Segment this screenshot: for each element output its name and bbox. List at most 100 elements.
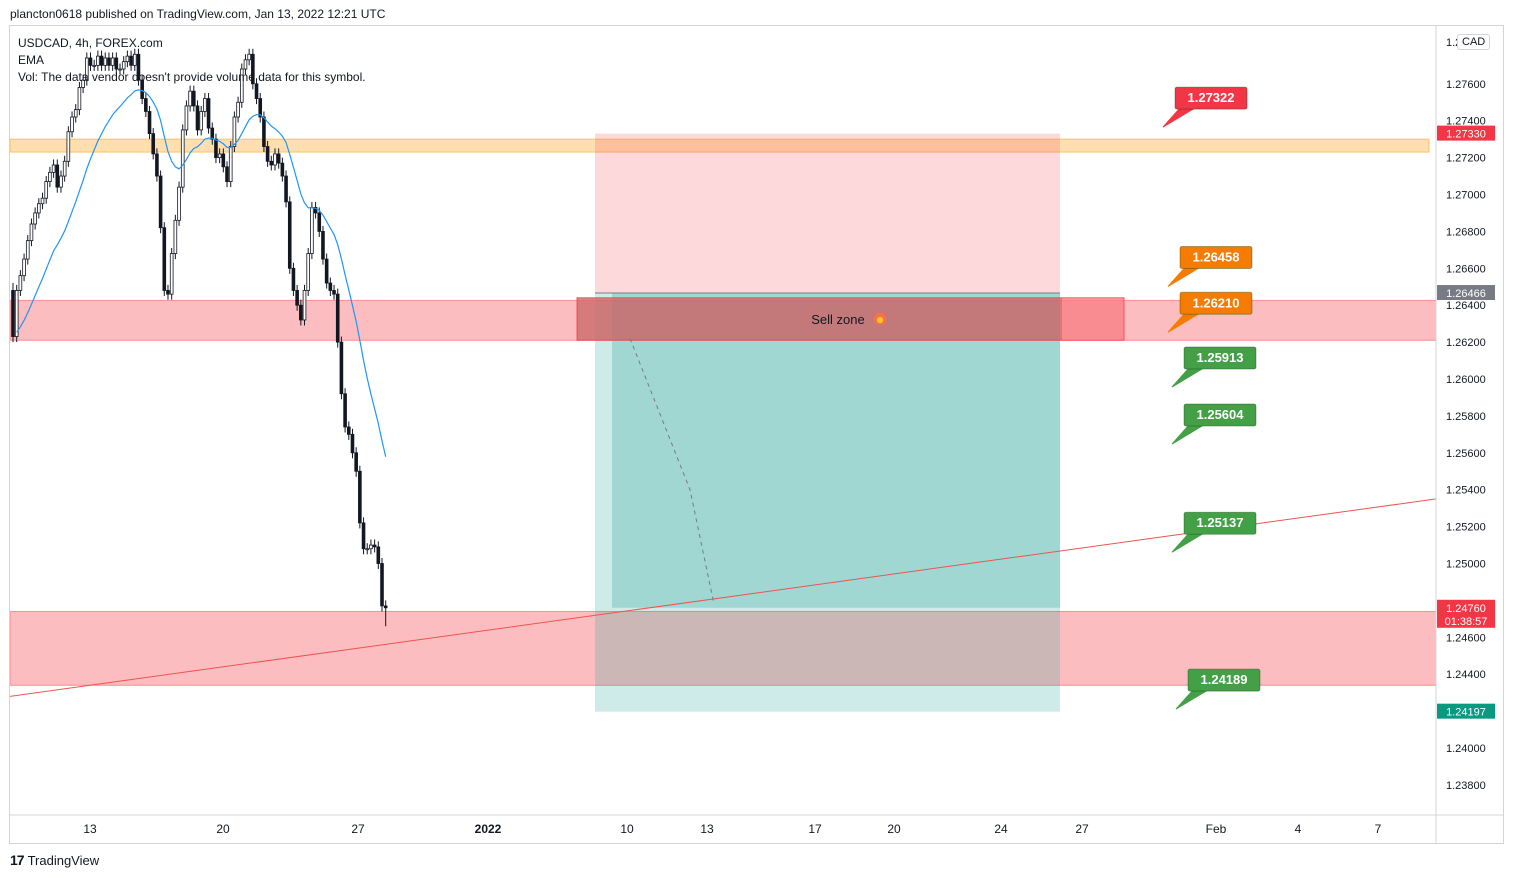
chart-frame[interactable]: [9, 25, 1504, 844]
candle-body: [328, 282, 333, 291]
candle: [251, 48, 255, 90]
candle-body: [59, 175, 63, 188]
candle-body: [280, 162, 285, 177]
callout-label: 1.27322: [1188, 90, 1235, 105]
candle: [199, 105, 203, 136]
candle-body: [51, 164, 56, 173]
candle-body: [236, 101, 240, 118]
candle-body: [33, 212, 37, 225]
price-tag-label: 1.26466: [1446, 288, 1486, 300]
candle-body: [262, 116, 266, 147]
take-profit-box: [595, 293, 1060, 712]
candle-body: [151, 133, 156, 155]
y-tick-label: 1.26200: [1446, 337, 1486, 349]
candle-body: [217, 153, 222, 159]
candle: [328, 277, 333, 296]
published-by-line: plancton0618 published on TradingView.co…: [10, 7, 386, 21]
price-tag-label: 1.24197: [1446, 707, 1486, 719]
candle-body: [247, 53, 251, 61]
tradingview-logo-icon: 17: [10, 852, 25, 868]
candle-body: [11, 290, 15, 337]
x-tick-label: 7: [1375, 822, 1382, 836]
legend-ema[interactable]: EMA: [18, 53, 45, 67]
candle-body: [121, 61, 126, 70]
x-tick-label: 13: [83, 822, 97, 836]
candle-body: [125, 55, 130, 63]
candle-body: [383, 605, 388, 609]
candle-body: [77, 87, 82, 111]
candle-body: [376, 546, 381, 564]
candle-body: [129, 55, 133, 66]
callout-label: 1.25913: [1197, 350, 1244, 365]
stop-loss-box: [595, 133, 1060, 294]
legend-symbol[interactable]: USDCAD, 4h, FOREX.com: [18, 36, 163, 50]
candle: [180, 124, 185, 193]
candle: [88, 52, 93, 71]
candle: [350, 428, 355, 459]
candle-body: [44, 181, 49, 199]
candle-body: [55, 164, 60, 188]
candle: [73, 104, 78, 123]
callout-pointer: [1171, 533, 1204, 553]
candle-body: [358, 470, 362, 524]
candle: [114, 52, 119, 75]
price-callout: 1.26210: [1167, 291, 1253, 333]
y-tick-label: 1.25200: [1446, 522, 1486, 534]
candle-body: [324, 258, 329, 284]
candle: [107, 52, 111, 71]
y-tick-label: 1.26400: [1446, 300, 1486, 312]
tradingview-branding[interactable]: 17 TradingView: [10, 852, 99, 868]
candle: [324, 253, 329, 289]
candle-body: [85, 57, 89, 81]
candle: [162, 222, 167, 296]
price-callout: 1.25604: [1171, 403, 1257, 445]
candle-body: [40, 197, 45, 205]
candle-body: [243, 59, 248, 70]
candle: [284, 170, 288, 208]
candle: [346, 421, 351, 440]
candle-body: [321, 230, 325, 260]
candle: [66, 126, 71, 167]
candle: [147, 105, 152, 140]
y-tick-label: 1.25800: [1446, 411, 1486, 423]
currency-badge[interactable]: CAD: [1457, 34, 1491, 50]
candle-body: [66, 131, 71, 162]
price-callout: 1.25913: [1171, 346, 1257, 388]
candle: [129, 50, 133, 71]
candle-body: [169, 253, 174, 295]
y-tick-label: 1.26600: [1446, 263, 1486, 275]
candle-body: [225, 166, 229, 182]
x-tick-label: 4: [1295, 822, 1302, 836]
candle: [217, 148, 222, 164]
price-tag: 1.24197: [1437, 703, 1495, 719]
candle-body: [254, 83, 259, 99]
candle: [96, 50, 100, 71]
candle: [151, 128, 156, 160]
candle: [280, 157, 285, 182]
callout-box: [1183, 346, 1257, 370]
candle: [177, 181, 181, 226]
candle: [383, 600, 388, 627]
candle-body: [114, 57, 119, 70]
candle: [269, 155, 274, 171]
candle-body: [346, 426, 351, 435]
candle: [25, 235, 30, 265]
resistance-band: [10, 138, 1430, 153]
candle-body: [62, 160, 67, 177]
candle: [192, 85, 196, 112]
candle-body: [232, 116, 237, 147]
candle-body: [177, 186, 181, 221]
price-tag: 1.26466: [1437, 285, 1495, 301]
candle: [132, 48, 137, 71]
callout-box: [1179, 291, 1253, 315]
candle-body: [22, 258, 26, 277]
candle: [214, 133, 218, 164]
price-callout: 1.24189: [1175, 668, 1261, 710]
candle-body: [265, 146, 270, 162]
candle: [173, 214, 178, 260]
candle: [22, 253, 26, 282]
candle: [110, 52, 115, 71]
candle: [302, 284, 307, 326]
candle: [239, 63, 244, 108]
